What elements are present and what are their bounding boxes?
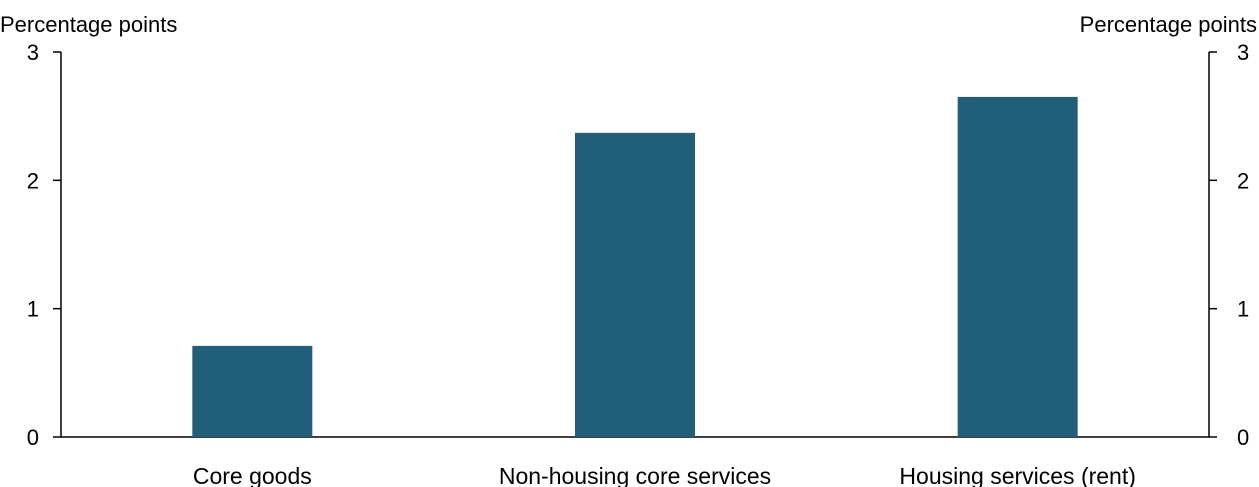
right-tick-label: 3 [1237,40,1249,65]
bars [192,96,1078,438]
right-tick-label: 0 [1237,425,1249,450]
bar-3 [957,96,1078,438]
bar-2 [575,132,695,437]
right-tick-label: 1 [1237,297,1249,322]
category-label: Non-housing core services [499,463,771,487]
right-tick-label: 2 [1237,168,1249,193]
left-axis-ticks: 0 1 2 3 [27,40,61,450]
left-tick-label: 3 [27,40,39,65]
left-axis-unit-label: Percentage points [0,12,177,37]
right-axis-ticks: 0 1 2 3 [1209,40,1249,450]
category-label: Core goods [193,463,312,487]
right-axis-unit-label: Percentage points [1080,12,1257,37]
category-labels: Core goods Non-housing core services Housi… [193,463,1136,487]
left-tick-label: 0 [27,425,39,450]
category-label: Housing services (rent) [899,463,1135,487]
bar-1 [192,345,313,437]
left-tick-label: 2 [27,168,39,193]
left-tick-label: 1 [27,297,39,322]
